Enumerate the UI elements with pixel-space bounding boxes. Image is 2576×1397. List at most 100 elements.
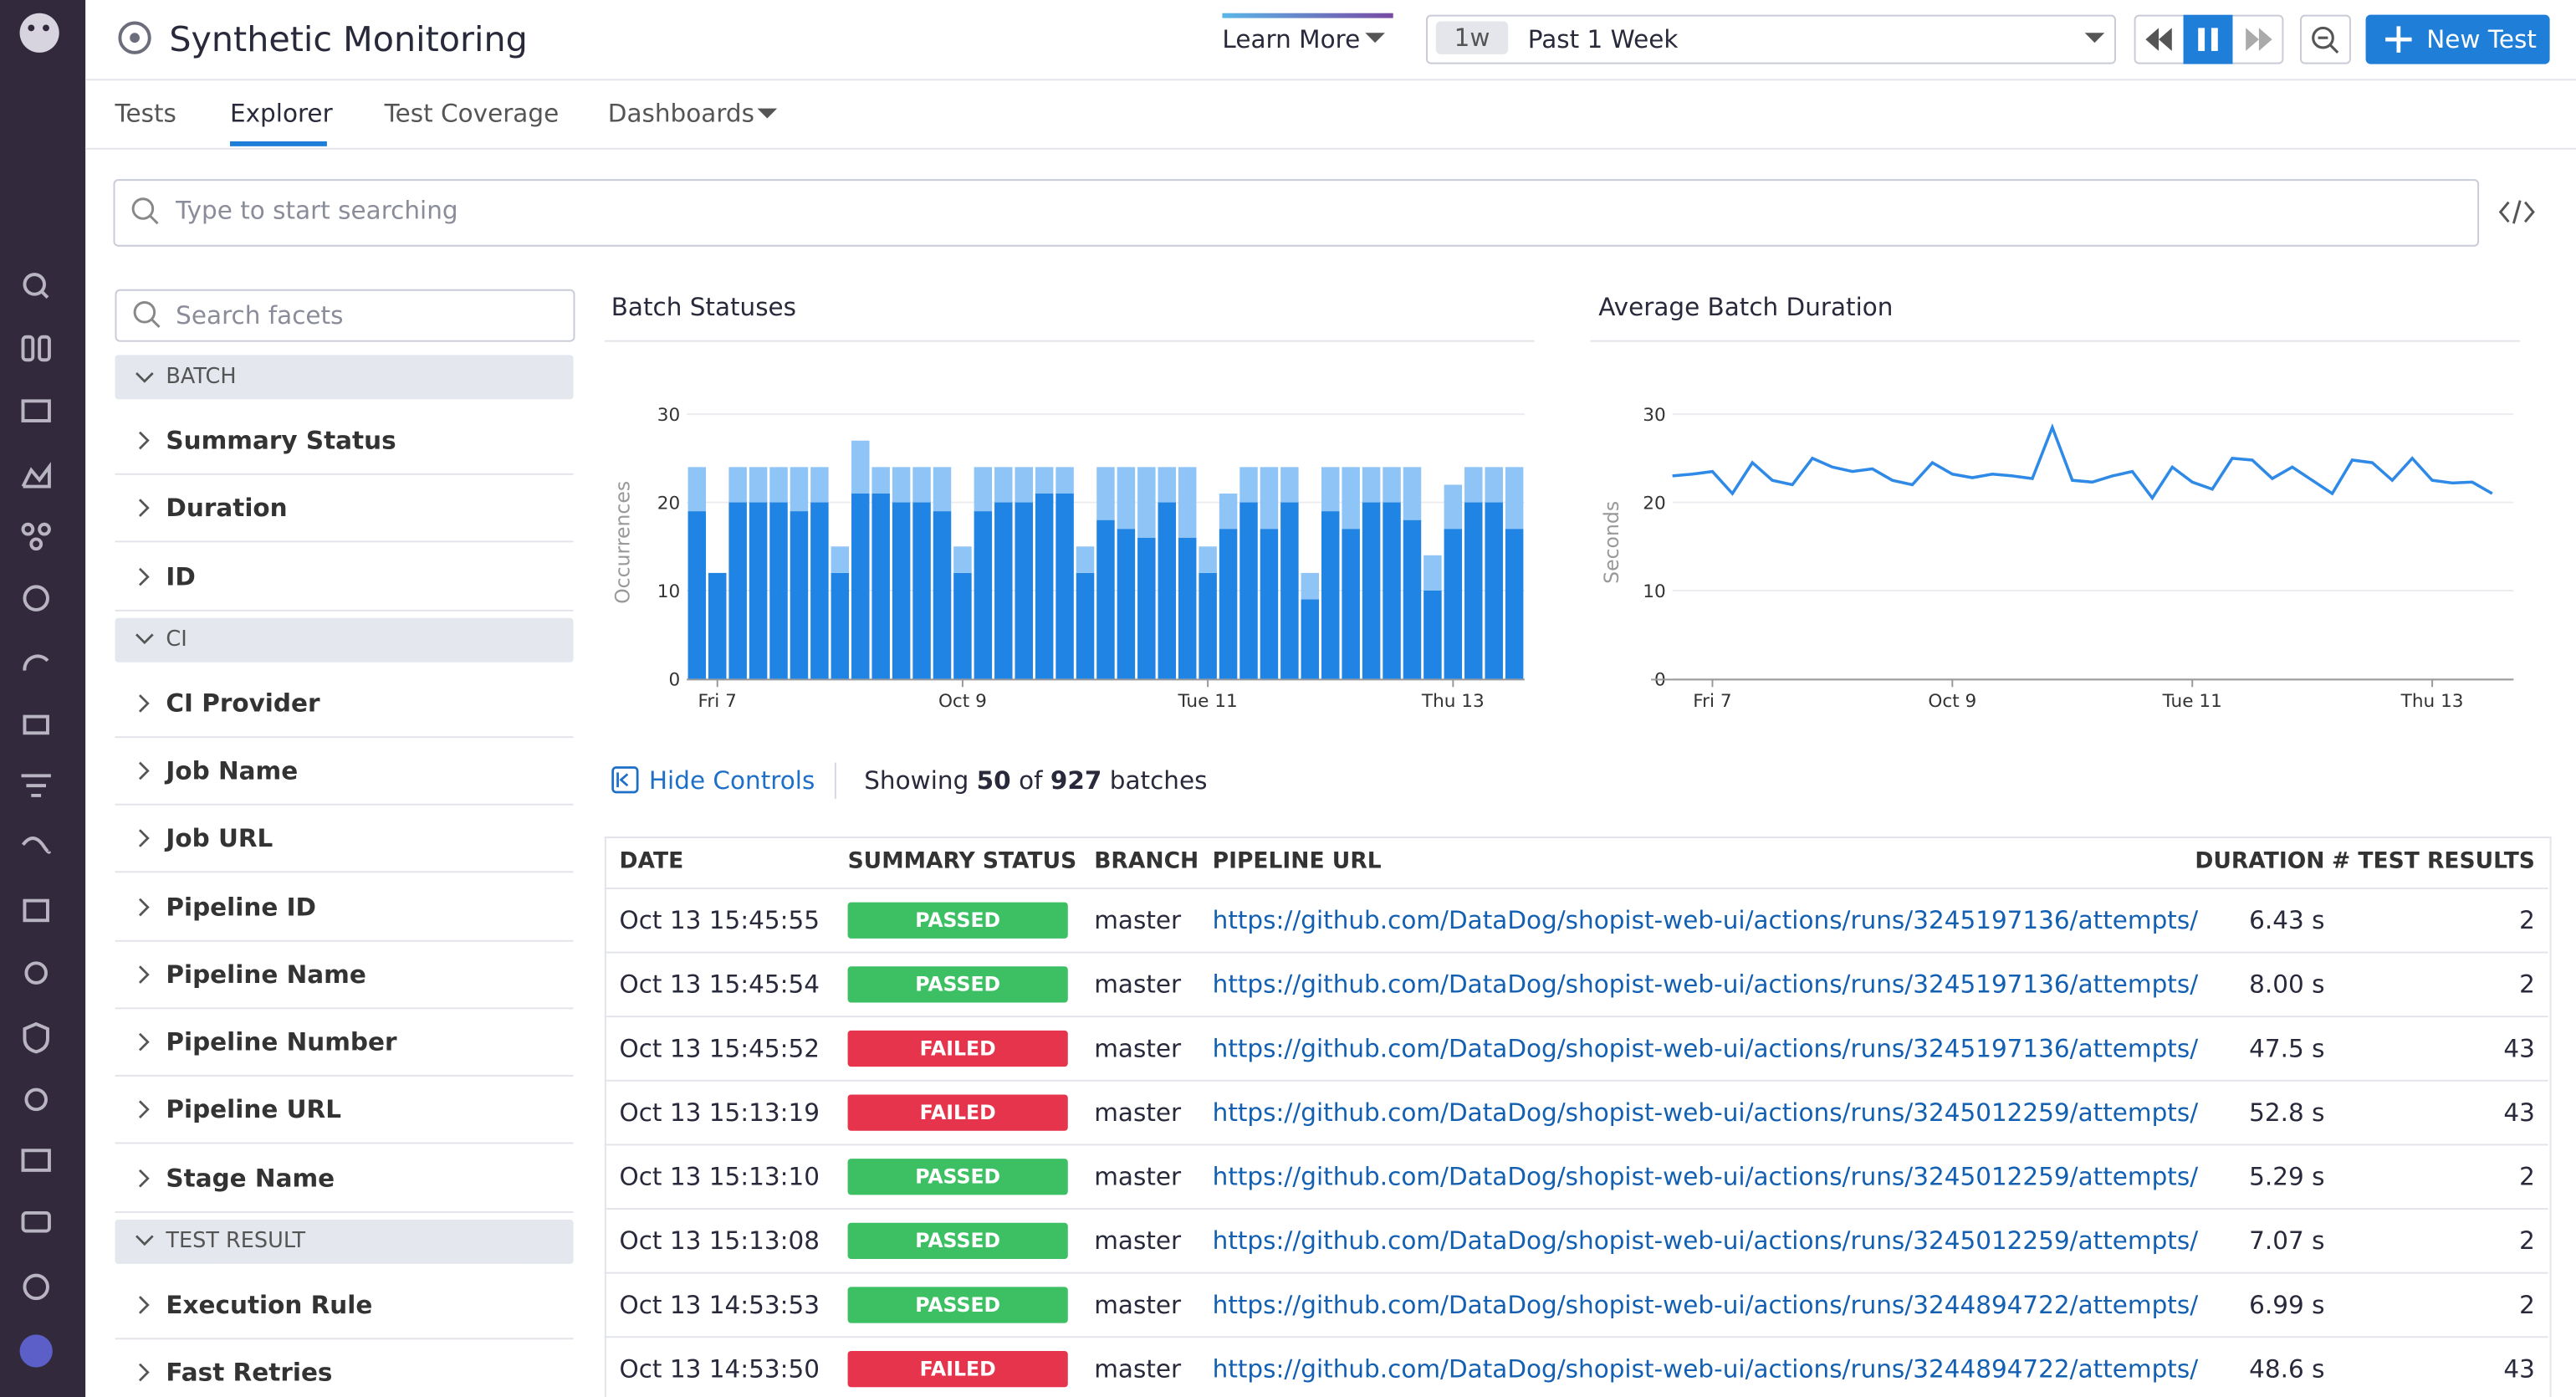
column-header[interactable]: SUMMARY STATUS (848, 845, 1077, 878)
bar-segment (851, 441, 869, 494)
bar-segment (892, 503, 910, 679)
chevron (135, 1295, 155, 1315)
table-cell: 2 (2519, 1159, 2535, 1192)
facet-item[interactable]: Pipeline Name (166, 958, 365, 990)
of-text: of (1019, 766, 1042, 796)
chevron (135, 499, 155, 519)
pipeline-link[interactable]: https://github.com/DataDog/shopist-web-u… (1213, 1095, 2198, 1128)
bar-segment (933, 467, 951, 511)
x-tick-label: Fri 7 (698, 691, 737, 712)
x-tick-label: Oct 9 (1928, 691, 1976, 712)
bar-segment (749, 467, 767, 502)
bar-segment (974, 511, 992, 678)
showing-text: Showing (864, 766, 969, 796)
row-border (605, 1015, 2548, 1016)
facet-item[interactable]: Pipeline Number (166, 1026, 396, 1058)
pipeline-link[interactable]: https://github.com/DataDog/shopist-web-u… (1213, 1159, 2198, 1192)
table-cell: Oct 13 15:13:19 (620, 1095, 820, 1128)
bar-segment (728, 467, 746, 502)
total-count: 927 (1050, 766, 1102, 796)
table-cell: 6.99 s (2249, 1287, 2324, 1320)
facet-item[interactable]: Pipeline ID (166, 890, 316, 923)
facet-item[interactable]: CI Provider (166, 686, 319, 719)
facet-group-label[interactable]: TEST RESULT (166, 1226, 305, 1258)
tab-underline (230, 141, 327, 146)
bar-segment (953, 573, 971, 679)
facet-item[interactable]: ID (166, 560, 195, 592)
table-cell: 48.6 s (2249, 1352, 2324, 1384)
status-label: FAILED (848, 1031, 1068, 1064)
status-label: PASSED (848, 1224, 1068, 1256)
facet-item[interactable]: Job URL (166, 822, 273, 855)
table-cell: 43 (2503, 1031, 2535, 1064)
facet-border (115, 1210, 574, 1212)
pipeline-link[interactable]: https://github.com/DataDog/shopist-web-u… (1213, 967, 2198, 1000)
table-cell: master (1094, 1095, 1181, 1128)
chevron (135, 693, 155, 713)
pipeline-link[interactable]: https://github.com/DataDog/shopist-web-u… (1213, 1352, 2198, 1384)
bar-segment (1444, 529, 1462, 678)
facet-border (115, 872, 574, 873)
facet-item[interactable]: Fast Retries (166, 1356, 332, 1389)
bar-segment (1485, 467, 1502, 502)
bar-segment (1342, 529, 1359, 678)
column-header[interactable]: # TEST RESULTS (2332, 845, 2535, 878)
bar-segment (1239, 503, 1257, 679)
bar-segment (1260, 529, 1278, 678)
bar-segment (1015, 467, 1032, 502)
facet-border (115, 1075, 574, 1077)
facet-item[interactable]: Duration (166, 492, 287, 525)
bar-segment (994, 467, 1012, 502)
bar-segment (1260, 467, 1278, 529)
chevron (135, 367, 155, 387)
y-axis-title: Occurrences (611, 481, 634, 604)
chevron (135, 760, 155, 780)
tab[interactable]: Test Coverage (385, 97, 560, 130)
facet-border (115, 939, 574, 941)
pipeline-link[interactable]: https://github.com/DataDog/shopist-web-u… (1213, 903, 2198, 936)
row-border (605, 1079, 2548, 1081)
bar-segment (688, 467, 706, 511)
facet-group-label[interactable]: CI (166, 624, 187, 657)
hide-controls[interactable]: Hide Controls (649, 765, 815, 797)
facet-item[interactable]: Stage Name (166, 1161, 335, 1194)
bar-segment (1015, 503, 1032, 679)
pipeline-link[interactable]: https://github.com/DataDog/shopist-web-u… (1213, 1287, 2198, 1320)
bar-segment (1505, 529, 1523, 678)
table-cell: 5.29 s (2249, 1159, 2324, 1192)
y-tick-label: 10 (1643, 581, 1665, 602)
tab[interactable]: Explorer (230, 97, 333, 130)
bar-segment (871, 494, 889, 678)
column-header[interactable]: BRANCH (1094, 845, 1199, 878)
column-header[interactable]: DATE (620, 845, 684, 878)
pipeline-link[interactable]: https://github.com/DataDog/shopist-web-u… (1213, 1031, 2198, 1064)
tab[interactable]: Tests (115, 97, 176, 130)
facet-item[interactable]: Summary Status (166, 424, 396, 457)
bar-segment (1280, 503, 1298, 679)
facet-item[interactable]: Job Name (166, 755, 298, 787)
bar-segment (1178, 467, 1196, 537)
bar-segment (769, 503, 787, 679)
row-border (605, 1207, 2548, 1209)
y-tick-label: 0 (668, 669, 680, 690)
chevron (135, 431, 155, 451)
facet-group-label[interactable]: BATCH (166, 361, 236, 394)
bar-segment (1403, 467, 1421, 519)
y-tick-label: 10 (657, 581, 680, 602)
bar-segment (688, 511, 706, 678)
column-header[interactable]: PIPELINE URL (1213, 845, 1382, 878)
bar-segment (749, 503, 767, 679)
hide-controls-icon (611, 766, 641, 796)
pipeline-link[interactable]: https://github.com/DataDog/shopist-web-u… (1213, 1224, 2198, 1256)
y-tick-label: 30 (657, 405, 680, 426)
row-border (605, 1143, 2548, 1144)
column-header[interactable]: DURATION (2195, 845, 2324, 878)
status-label: FAILED (848, 1352, 1068, 1384)
table-cell: master (1094, 1287, 1181, 1320)
table-cell: 2 (2519, 903, 2535, 936)
facet-item[interactable]: Execution Rule (166, 1288, 372, 1321)
tab[interactable]: Dashboards (608, 97, 754, 130)
line-series (1673, 427, 2492, 498)
table-cell: 8.00 s (2249, 967, 2324, 1000)
facet-item[interactable]: Pipeline URL (166, 1093, 341, 1126)
